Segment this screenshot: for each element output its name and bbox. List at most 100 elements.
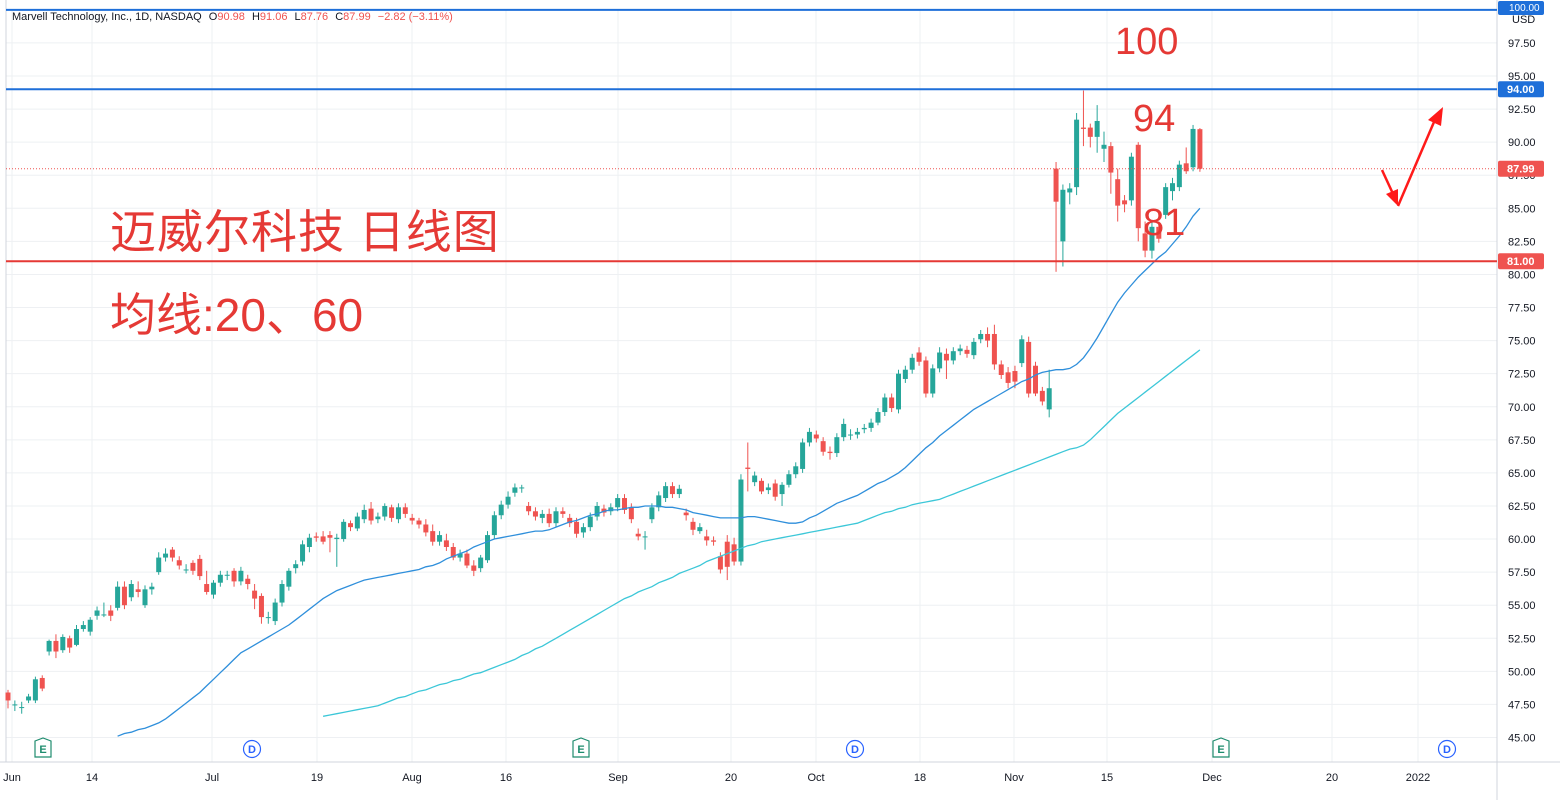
candle <box>382 503 388 521</box>
candle-body <box>375 516 381 520</box>
candle-body <box>841 423 847 438</box>
date-tick-label: 2022 <box>1406 772 1430 784</box>
candle <box>1101 131 1107 162</box>
candle <box>245 574 251 590</box>
price-tick-label: 77.50 <box>1508 303 1536 315</box>
candle <box>5 689 11 709</box>
price-tick-label: 47.50 <box>1508 699 1536 711</box>
candle-body <box>827 451 833 454</box>
candle <box>402 503 408 518</box>
candle <box>909 353 915 374</box>
candle <box>437 531 443 546</box>
earnings-marker-shape <box>1212 737 1230 758</box>
candle <box>430 524 436 546</box>
candle-body <box>649 507 655 520</box>
price-tick-label: 55.00 <box>1508 600 1536 612</box>
candle-body <box>60 636 66 651</box>
candle <box>94 606 100 620</box>
price-tag <box>1498 253 1544 270</box>
candle <box>991 324 997 370</box>
candle <box>265 611 271 624</box>
candle-body <box>978 333 984 340</box>
candle <box>937 347 943 373</box>
candle-body <box>896 373 901 410</box>
price-tag-label: 100.00 <box>1509 3 1540 14</box>
candle <box>1128 152 1134 206</box>
candle <box>1122 195 1128 213</box>
candle-body <box>19 707 25 709</box>
date-tick-label: Nov <box>1004 772 1024 784</box>
candle <box>142 585 148 608</box>
candle <box>1060 184 1066 267</box>
candle <box>197 554 203 581</box>
earnings-marker: E <box>572 737 590 758</box>
candle <box>779 482 785 506</box>
date-tick-label: 20 <box>725 772 737 784</box>
candle-body <box>327 535 333 538</box>
candle <box>67 635 73 653</box>
candle <box>800 438 806 473</box>
price-tick-label: 97.50 <box>1508 38 1536 50</box>
candle <box>594 502 600 521</box>
candle-body <box>341 521 347 540</box>
candle <box>320 531 326 545</box>
candle-body <box>39 677 45 689</box>
candle <box>238 566 244 586</box>
price-tick-label: 70.00 <box>1508 402 1536 414</box>
candle <box>580 523 586 538</box>
date-tick-label: 18 <box>914 772 926 784</box>
candle-body <box>1135 144 1141 229</box>
dividend-marker-shape <box>845 739 865 759</box>
candle <box>964 345 970 358</box>
candle <box>848 429 854 440</box>
candle <box>635 528 641 541</box>
candle <box>553 507 559 528</box>
candle <box>457 549 463 562</box>
candle-body <box>1019 339 1025 364</box>
candle <box>423 519 429 537</box>
candle <box>834 433 840 458</box>
candle-body <box>676 488 682 495</box>
candle <box>1183 147 1189 174</box>
candle-body <box>697 527 703 532</box>
candle <box>26 693 32 704</box>
candle-body <box>293 564 299 569</box>
candle <box>169 546 175 562</box>
candle <box>300 540 306 566</box>
candle-body <box>74 629 79 645</box>
candle <box>1094 105 1100 153</box>
candle <box>998 360 1004 379</box>
candle <box>1108 142 1114 194</box>
candle-body <box>231 570 237 582</box>
candle-body <box>1149 226 1155 251</box>
candle <box>676 484 682 499</box>
candle-body <box>745 467 751 469</box>
dividend-marker-shape <box>1437 739 1457 759</box>
candle-body <box>519 487 525 489</box>
candle-body <box>943 353 949 361</box>
candle <box>827 446 833 460</box>
candle-body <box>1122 200 1128 205</box>
candle <box>108 605 114 622</box>
earnings-marker: E <box>1212 737 1230 758</box>
price-tick-label: 60.00 <box>1508 534 1536 546</box>
candle-body <box>1163 187 1169 215</box>
candle-body <box>1197 129 1203 169</box>
symbol-header: Marvell Technology, Inc., 1D, NASDAQ O90… <box>12 11 453 23</box>
candle <box>190 560 196 575</box>
candle-body <box>834 437 840 454</box>
candle <box>1019 335 1025 368</box>
candle-body <box>1183 163 1189 172</box>
change-value: −2.82 (−3.11%) <box>377 11 453 23</box>
candle-body <box>5 692 11 701</box>
candle <box>354 512 360 532</box>
candle <box>724 535 730 581</box>
candle-body <box>759 480 764 492</box>
candle <box>1012 365 1018 389</box>
event-marker-label: E <box>577 744 584 756</box>
candle <box>464 549 470 569</box>
candle-body <box>717 556 723 570</box>
candle <box>854 427 860 439</box>
candle-body <box>1026 341 1032 394</box>
